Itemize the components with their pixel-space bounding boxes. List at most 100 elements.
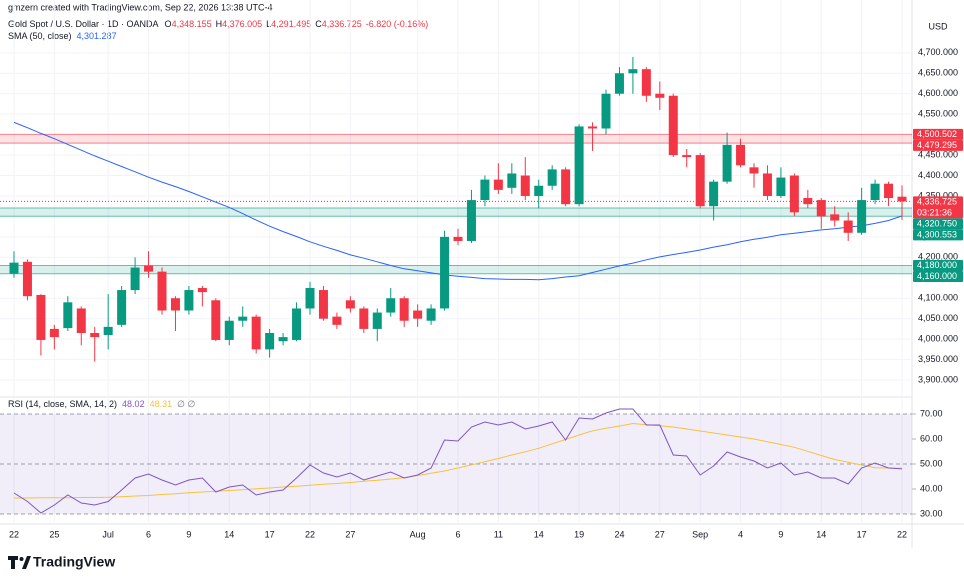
- y-tick-label: 3,950.000: [918, 354, 958, 364]
- y-tick-label: 4,350.000: [918, 190, 958, 200]
- x-tick-label: 27: [345, 529, 355, 539]
- candle-body: [184, 290, 194, 311]
- candle-body: [722, 144, 732, 182]
- candle-body: [870, 183, 880, 201]
- candle-body: [641, 69, 651, 96]
- x-tick-label: 9: [778, 529, 783, 539]
- ohlc-value: 4,376.005: [222, 19, 262, 29]
- x-tick-label: 9: [186, 529, 191, 539]
- candle-body: [9, 262, 19, 274]
- y-tick-label: 4,100.000: [918, 293, 958, 303]
- x-tick-label: Aug: [410, 529, 426, 539]
- candle-body: [170, 298, 180, 311]
- y-tick-label: 4,200.000: [918, 252, 958, 262]
- candle-body: [816, 200, 826, 217]
- candle-body: [655, 93, 665, 98]
- price-tag: [913, 218, 963, 230]
- rsi-value: 48.31: [150, 399, 173, 409]
- x-tick-label: 24: [614, 529, 624, 539]
- candle-body: [668, 95, 678, 156]
- candle-body: [399, 298, 409, 321]
- y-tick-label: 4,550.000: [918, 109, 958, 119]
- brand-name: TradingView: [33, 554, 115, 570]
- candle-body: [413, 310, 423, 319]
- price-tag: [913, 196, 963, 219]
- candle-body: [789, 175, 799, 213]
- candle-body: [359, 308, 369, 329]
- x-tick-label: 14: [816, 529, 826, 539]
- candle-body: [332, 316, 342, 325]
- price-tag: [913, 139, 963, 151]
- rsi-line: [14, 422, 903, 499]
- rsi-title: RSI (14, close, SMA, 14, 2): [8, 399, 117, 409]
- price-tag: [913, 260, 963, 272]
- candle-body: [49, 328, 59, 338]
- candle-body: [292, 308, 302, 340]
- candle-body: [278, 337, 288, 342]
- ohlc-value: 4,348.155: [172, 19, 212, 29]
- price-tag-label: 4,160.000: [917, 271, 957, 281]
- candle-body: [534, 185, 544, 196]
- candle-body: [318, 290, 328, 319]
- y-tick-label: 4,650.000: [918, 68, 958, 78]
- y-tick-label: 4,450.000: [918, 149, 958, 159]
- candle-body: [736, 144, 746, 166]
- candle-body: [601, 93, 611, 129]
- candle-body: [520, 175, 530, 196]
- price-tag-label: 4,320.750: [917, 218, 957, 228]
- candle-body: [547, 169, 557, 186]
- candle-body: [628, 69, 638, 74]
- candle-body: [682, 155, 692, 158]
- candle-body: [466, 200, 476, 241]
- zone: [0, 207, 912, 217]
- candle-body: [776, 177, 786, 196]
- overlay-value: 4,301.287: [77, 31, 117, 41]
- candle-body: [265, 333, 275, 350]
- price-tag-label: 4,500.502: [917, 129, 957, 139]
- rsi-value: 48.02: [122, 399, 145, 409]
- x-tick-label: 17: [265, 529, 275, 539]
- x-tick-label: 14: [534, 529, 544, 539]
- candle-body: [493, 179, 503, 190]
- x-tick-label: 6: [455, 529, 460, 539]
- candle-body: [345, 300, 355, 309]
- overlay-name: SMA (50, close): [8, 31, 72, 41]
- candle-body: [305, 288, 315, 309]
- change: -6.820 (-0.16%): [366, 19, 429, 29]
- candle-body: [103, 326, 113, 336]
- candle-body: [897, 196, 907, 202]
- candle-body: [884, 183, 894, 199]
- candle-body: [857, 200, 867, 233]
- candle-body: [224, 320, 234, 340]
- rsi-line: [13, 408, 903, 514]
- candle-body: [372, 312, 382, 329]
- overlay-legend: SMA (50, close) 4,301.287: [8, 31, 117, 41]
- x-tick-label: 27: [655, 529, 665, 539]
- candle-body: [574, 126, 584, 205]
- x-tick-label: 14: [224, 529, 234, 539]
- candle-body: [709, 181, 719, 207]
- candle-body: [480, 179, 490, 201]
- candle-body: [561, 169, 571, 205]
- y-tick-label: 4,050.000: [918, 313, 958, 323]
- price-tag-label: 4,479.295: [917, 140, 957, 150]
- price-tag: [913, 128, 963, 140]
- x-tick-label: 19: [574, 529, 584, 539]
- y-tick-label: 4,700.000: [918, 47, 958, 57]
- candle-body: [507, 173, 517, 188]
- candle-body: [440, 236, 450, 309]
- candle-body: [749, 167, 759, 174]
- candle-body: [211, 300, 221, 340]
- x-tick-label: 17: [857, 529, 867, 539]
- currency-label: USD: [928, 21, 948, 31]
- y-tick-label: 40.00: [920, 483, 943, 493]
- candle-body: [614, 73, 624, 94]
- candle-body: [830, 214, 840, 221]
- price-tag: [913, 229, 963, 241]
- candle-body: [22, 261, 32, 297]
- x-tick-label: Sep: [692, 529, 708, 539]
- candle-body: [762, 173, 772, 196]
- candle-body: [251, 316, 261, 350]
